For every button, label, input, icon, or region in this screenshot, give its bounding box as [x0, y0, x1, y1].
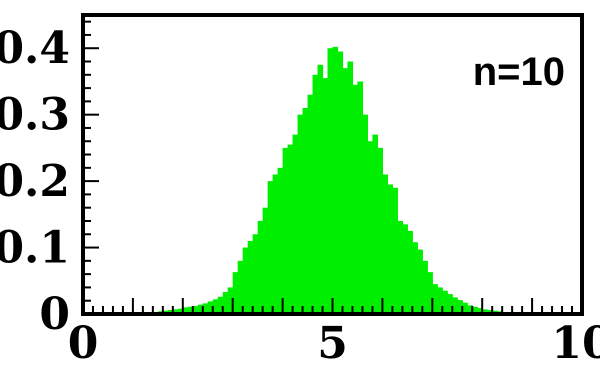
histogram-bar: [417, 249, 423, 314]
x-tick-label: 0: [68, 318, 99, 365]
sample-size-annotation: n=10: [473, 50, 565, 94]
histogram-bar: [452, 297, 458, 314]
histogram-bar: [272, 174, 279, 314]
histogram-bar: [437, 287, 443, 314]
x-tick-label: 10: [551, 318, 600, 365]
x-tick-label: 5: [317, 318, 348, 365]
histogram-bar: [337, 51, 344, 315]
histogram-bar: [192, 306, 199, 314]
histogram-bar: [347, 61, 354, 315]
histogram-bar: [242, 247, 249, 314]
histogram-bar: [252, 234, 259, 314]
histogram-bar: [482, 309, 488, 314]
histogram-bar: [282, 147, 289, 314]
histogram-bar: [307, 94, 314, 314]
histogram-bar: [342, 68, 349, 315]
histogram-bar: [427, 272, 433, 314]
histogram-bar: [277, 167, 284, 314]
histogram-bar: [227, 287, 234, 314]
histogram-bar: [387, 184, 393, 314]
histogram-bar: [362, 114, 369, 315]
histogram-bar: [247, 240, 254, 314]
histogram-bar: [442, 290, 448, 314]
histogram-bar: [467, 305, 473, 314]
histogram-bar: [207, 301, 214, 314]
histogram-bar: [372, 134, 379, 314]
histogram-bar: [477, 308, 483, 314]
histogram-bar: [222, 292, 229, 314]
histogram-bar: [287, 144, 294, 314]
histogram-bar: [182, 307, 189, 314]
histogram-bar: [367, 141, 374, 314]
histogram-bar: [457, 300, 463, 314]
y-tick-label: 0: [39, 289, 70, 340]
histogram-bar: [312, 74, 319, 314]
histogram-bar: [332, 46, 339, 314]
histogram-bar: [447, 294, 453, 314]
histogram-bar: [357, 81, 364, 314]
y-tick-label: 0.2: [0, 156, 70, 207]
bars-layer: [107, 46, 563, 315]
histogram-bar: [352, 84, 359, 315]
histogram-bar: [187, 306, 194, 314]
plot-frame: [81, 13, 584, 316]
histogram-bar: [177, 308, 184, 314]
histogram-bar: [267, 181, 274, 314]
histogram-bar: [237, 260, 244, 314]
histogram-bar: [412, 242, 418, 314]
histogram-bar: [212, 299, 219, 314]
histogram-bar: [407, 230, 413, 314]
histogram-bar: [322, 78, 329, 314]
y-tick-label: 0.1: [0, 223, 70, 274]
histogram-bar: [297, 114, 304, 315]
histogram-bar: [402, 224, 408, 314]
histogram-bar: [317, 64, 324, 314]
histogram-bar: [432, 284, 438, 314]
histogram-bar: [462, 302, 468, 314]
histogram-bar: [217, 296, 224, 314]
labels-layer: 0 5 10 0 0.1 0.2 0.3 0.4: [0, 23, 600, 365]
y-tick-label: 0.4: [0, 23, 70, 74]
histogram-bar: [292, 134, 299, 314]
histogram-bar: [392, 187, 398, 314]
histogram-bar: [377, 147, 383, 314]
histogram-bar: [197, 304, 204, 314]
histogram-bar: [422, 260, 428, 314]
histogram-bar: [172, 309, 179, 314]
y-tick-label: 0.3: [0, 90, 70, 141]
histogram-bar: [262, 207, 269, 314]
histogram-bar: [202, 303, 209, 314]
histogram-bar: [302, 108, 309, 315]
histogram-bar: [472, 306, 478, 314]
histogram-bar: [327, 48, 334, 314]
histogram-bar: [232, 272, 239, 314]
histogram-bar: [257, 220, 264, 314]
histogram-bar: [382, 174, 388, 314]
histogram-bar: [397, 220, 403, 314]
